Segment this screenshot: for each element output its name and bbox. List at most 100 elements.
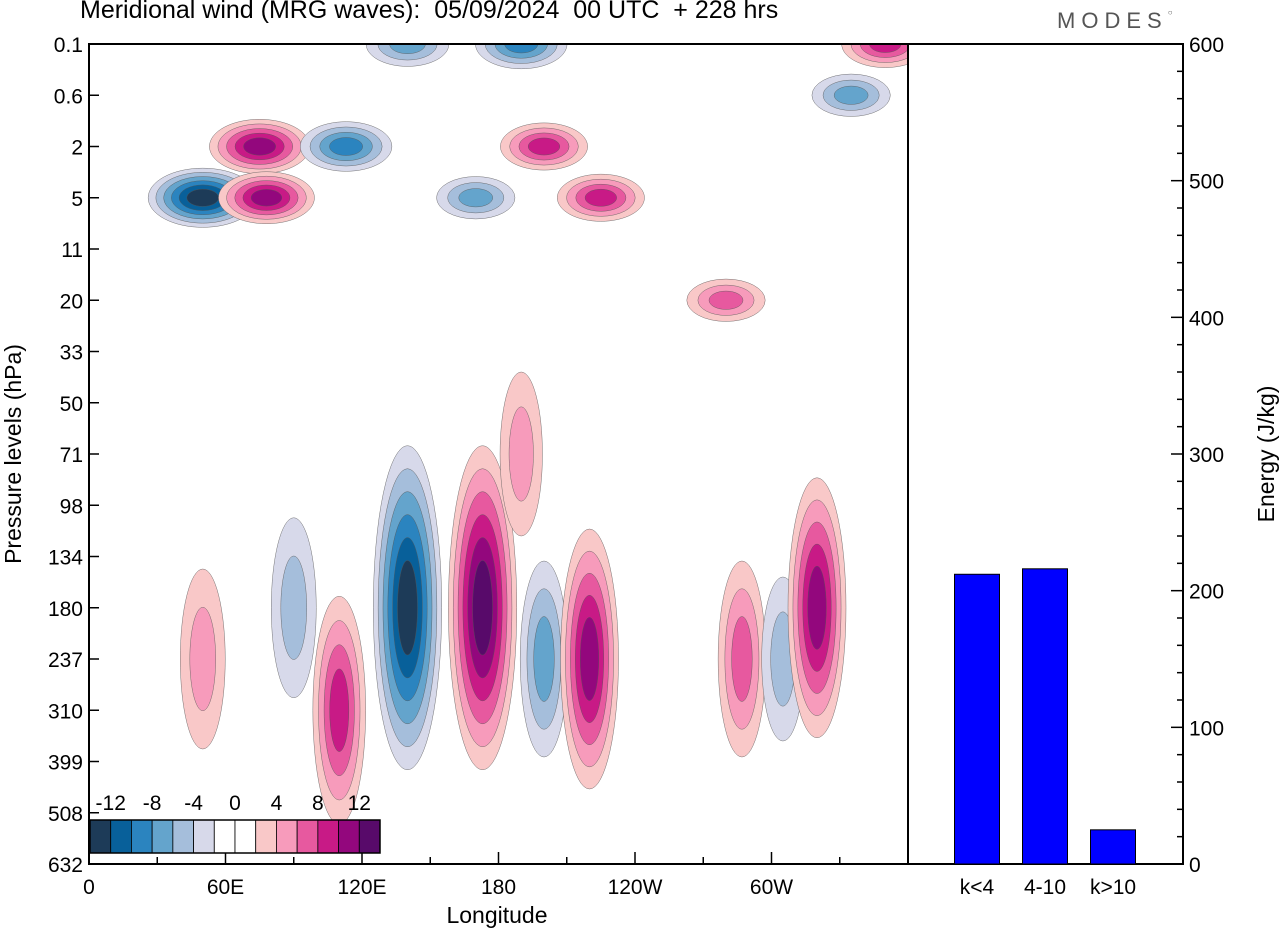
modes-logo: MODES○ <box>1057 8 1173 34</box>
longitude-tick-label: 120E <box>337 876 386 899</box>
contour-band <box>472 560 493 656</box>
energy-tick-label: 500 <box>1189 171 1224 194</box>
x-axis-title: Longitude <box>446 902 547 928</box>
contour-band <box>708 290 744 310</box>
longitude-tick-label: 60W <box>750 876 793 899</box>
colorbar-swatch <box>276 819 298 854</box>
contour-feature <box>180 568 226 750</box>
colorbar-swatch <box>213 819 236 854</box>
energy-bar-panel: 0 100 200 300 400 500 600 k<4 4-10 k>10 Energy (… <box>907 34 1279 899</box>
pressure-tick-label: 33 <box>60 342 83 365</box>
contour-band <box>397 560 418 656</box>
pressure-tick-label: 508 <box>48 803 83 826</box>
energy-tick-label: 100 <box>1189 717 1224 740</box>
logo-text: MODES <box>1057 8 1168 33</box>
chart-title: Meridional wind (MRG waves): 05/09/2024 … <box>80 0 779 24</box>
contour-feature <box>811 73 891 117</box>
colorbar-label: -12 <box>96 792 126 815</box>
colorbar-swatch <box>172 819 194 854</box>
contour-band <box>527 137 561 156</box>
energy-tick-label: 600 <box>1189 34 1224 57</box>
contour-feature <box>841 44 908 68</box>
colorbar-label: 4 <box>271 792 283 815</box>
longitude-tick-label: 0 <box>83 876 95 899</box>
pressure-tick-label: 310 <box>48 700 83 723</box>
colorbar-swatch <box>317 819 339 854</box>
colorbar-label: 8 <box>312 792 324 815</box>
contour-feature <box>218 171 315 224</box>
contour-band <box>508 406 534 502</box>
pressure-tick-label: 71 <box>60 444 83 467</box>
contour-band <box>869 44 902 53</box>
energy-bar <box>954 573 1000 865</box>
pressure-tick-label: 237 <box>48 649 83 672</box>
colorbar-label: 0 <box>229 792 241 815</box>
contour-feature <box>686 278 766 322</box>
contour-feature <box>717 560 766 758</box>
pressure-tick-label: 20 <box>60 290 83 313</box>
energy-tick-label: 300 <box>1189 444 1224 467</box>
colorbar-swatch <box>110 819 132 854</box>
contour-feature <box>500 122 588 171</box>
contour-band <box>329 137 363 156</box>
longitude-axis: 0 60E 120E 180 120W 60W <box>83 852 909 899</box>
contour-band <box>533 616 555 702</box>
pressure-tick-label: 0.1 <box>54 34 83 57</box>
contour-band <box>580 617 599 701</box>
colorbar-label: 12 <box>348 792 371 815</box>
energy-tick-label: 0 <box>1189 854 1201 877</box>
wavenumber-axis: k<4 4-10 k>10 <box>960 876 1136 899</box>
contour-band <box>731 616 753 702</box>
colorbar-label: -4 <box>184 792 203 815</box>
colorbar-swatch <box>255 819 277 854</box>
energy-tick-label: 200 <box>1189 581 1224 604</box>
contour-feature <box>560 528 619 790</box>
contour-band <box>280 555 307 660</box>
contour-feature <box>300 121 393 172</box>
pressure-tick-label: 11 <box>61 239 83 262</box>
contour-feature <box>475 44 568 69</box>
colorbar-swatch <box>151 819 174 854</box>
pressure-tick-label: 5 <box>71 188 83 211</box>
heatmap-contours <box>147 44 908 825</box>
colorbar-label: -8 <box>143 792 162 815</box>
heatmap-panel: 0.1 0.6 2 5 11 20 33 50 71 98 134 180 237 310 399 508 63… <box>0 34 909 928</box>
energy-bar <box>1022 568 1068 865</box>
longitude-tick-label: 180 <box>481 876 516 899</box>
colorbar-swatch <box>358 819 381 854</box>
pressure-tick-label: 399 <box>48 752 83 775</box>
contour-band <box>458 188 493 208</box>
contour-feature <box>312 596 366 825</box>
bar-category-label: k<4 <box>960 876 995 899</box>
colorbar-swatch <box>296 819 319 854</box>
contour-feature <box>787 477 847 738</box>
energy-axis: 0 100 200 300 400 500 600 <box>1171 34 1224 877</box>
longitude-tick-label: 60E <box>207 876 244 899</box>
contour-band <box>189 607 216 711</box>
energy-axis-title: Energy (J/kg) <box>1253 386 1279 523</box>
logo-mark: ○ <box>1167 8 1173 17</box>
contour-feature <box>365 44 450 67</box>
contour-band <box>833 85 869 105</box>
contour-feature <box>557 173 645 222</box>
energy-bar <box>1090 829 1136 865</box>
colorbar-swatch <box>193 819 215 854</box>
contour-band <box>329 668 350 752</box>
pressure-tick-label: 180 <box>48 598 83 621</box>
colorbar-swatch <box>89 819 112 854</box>
bar-category-label: 4-10 <box>1024 876 1066 899</box>
colorbar-swatch <box>131 819 153 854</box>
longitude-tick-label: 120W <box>608 876 663 899</box>
contour-feature <box>520 560 569 758</box>
pressure-axis: 0.1 0.6 2 5 11 20 33 50 71 98 134 180 237 310 399 508 63… <box>48 34 99 877</box>
colorbar-swatch <box>234 819 257 854</box>
contour-band <box>186 188 219 207</box>
contour-band <box>243 137 276 156</box>
pressure-tick-label: 134 <box>48 547 83 570</box>
energy-tick-label: 400 <box>1189 307 1224 330</box>
pressure-tick-label: 0.6 <box>54 85 83 108</box>
pressure-tick-label: 98 <box>60 495 83 518</box>
contour-feature <box>499 371 543 537</box>
contour-feature <box>373 445 442 770</box>
contour-feature <box>448 445 517 770</box>
